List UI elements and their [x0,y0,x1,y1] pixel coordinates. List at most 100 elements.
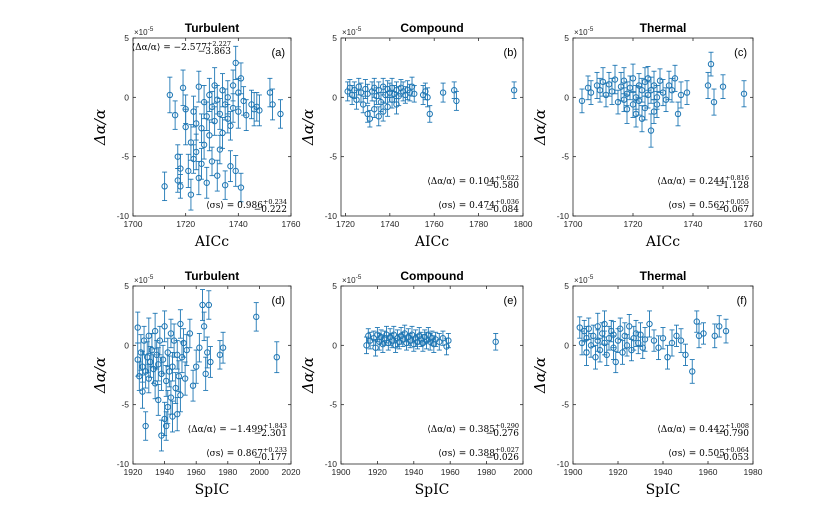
x-tick-label: 1940 [155,467,174,477]
data-point [202,370,209,378]
data-point [174,410,181,418]
data-point [653,101,661,108]
y-tick-label: 0 [564,92,569,102]
data-point [203,113,210,120]
data-point [673,332,680,340]
annotation-mean-text: ⟨Δα/α⟩ = 0.385+0.290 [427,422,519,435]
data-point [206,132,213,139]
y-tick-label: -5 [329,152,337,162]
data-point [177,165,184,172]
data-point [189,382,197,389]
data-point [227,122,234,130]
panel-title: Compound [400,269,463,283]
data-point [357,89,365,96]
data-point [377,333,385,341]
data-point [689,368,696,375]
data-series [578,51,748,148]
x-tick-label: 1920 [124,467,143,477]
panel-d: 1920 1940 1960 1980 2000 2020 5 0 -5 -10 ×10-5 Turb… [91,269,301,498]
data-point [353,96,360,103]
data-point [393,101,400,108]
x-tick-label: 1940 [654,467,673,477]
y-tick-label: -10 [117,211,130,221]
data-point [177,320,184,328]
panel-letter: (a) [272,47,285,59]
data-point [596,346,604,354]
data-point [199,301,206,309]
x-tick-label: 1720 [624,219,643,229]
data-point [198,124,205,132]
data-point [142,422,149,430]
x-tick-label: 1900 [564,467,583,477]
data-point [704,82,712,89]
y-tick-label: -5 [329,400,337,410]
data-point [677,91,685,99]
annotation-mean-sub: −0.276 [486,429,520,439]
annotation-sigma-sub: −0.222 [254,205,287,215]
data-point [198,160,205,167]
x-tick-label: 1800 [514,219,533,229]
data-point [229,104,237,112]
annotation-sigma: ⟨σs⟩ = 0.867+0.233−0.177 [206,446,287,463]
data-point [144,354,151,361]
x-axis-label: SpIC [415,482,450,498]
data-point [269,101,276,108]
data-point [426,110,433,118]
x-tick-label: 1760 [425,219,444,229]
y-tick-label: -10 [117,459,130,469]
data-point [145,332,153,340]
y-tick-label: 5 [124,33,129,43]
data-point [167,330,175,337]
data-point [155,396,162,404]
data-point [674,110,682,118]
data-point [453,97,460,105]
data-point [171,111,179,119]
annotation-mean: ⟨Δα/α⟩ = −2.577+2.227−3.863 [132,40,232,57]
annotation-sigma-text: ⟨σs⟩ = 0.867+0.233 [206,446,287,459]
x-tick-label: 1920 [609,467,628,477]
data-point [137,349,145,356]
data-point [159,356,167,363]
x-tick-label: 1900 [332,467,351,477]
data-point [204,349,211,356]
annotation-sigma-text: ⟨σs⟩ = 0.562+0.055 [668,198,749,211]
data-point [411,90,418,97]
data-point [647,127,655,134]
panel-title: Compound [400,21,463,35]
data-point [576,324,583,331]
x-tick-label: 1760 [282,219,301,229]
data-point [161,183,168,190]
annotation-sigma-sub: −0.067 [716,205,750,215]
y-tick-label: 0 [564,340,569,350]
annotation-sigma: ⟨σs⟩ = 0.474+0.036−0.084 [438,198,519,215]
annotation-sigma: ⟨σs⟩ = 0.388+0.027−0.026 [438,446,519,463]
data-point [211,117,218,125]
x-tick-label: 1920 [368,467,387,477]
data-point [629,75,637,82]
y-tick-label: 5 [332,33,337,43]
data-point [439,89,447,96]
data-point [147,358,154,366]
x-tick-label: 1740 [380,219,399,229]
data-series [363,324,499,357]
y-tick-label: 0 [332,340,337,350]
data-point [256,107,263,114]
data-point [390,331,397,338]
data-point [203,179,210,186]
data-point [371,106,378,113]
panel-title: Turbulent [185,269,239,283]
data-point [707,60,715,68]
data-point [166,91,174,99]
panel-letter: (e) [504,295,517,307]
data-point [177,183,184,190]
y-exponent: ×10-5 [342,26,362,37]
data-point [195,83,203,90]
x-tick-label: 1700 [124,219,143,229]
data-point [610,331,617,338]
data-point [235,108,242,115]
data-point [594,323,601,330]
y-tick-label: -10 [557,211,570,221]
data-point [359,101,367,108]
data-point [583,349,590,356]
